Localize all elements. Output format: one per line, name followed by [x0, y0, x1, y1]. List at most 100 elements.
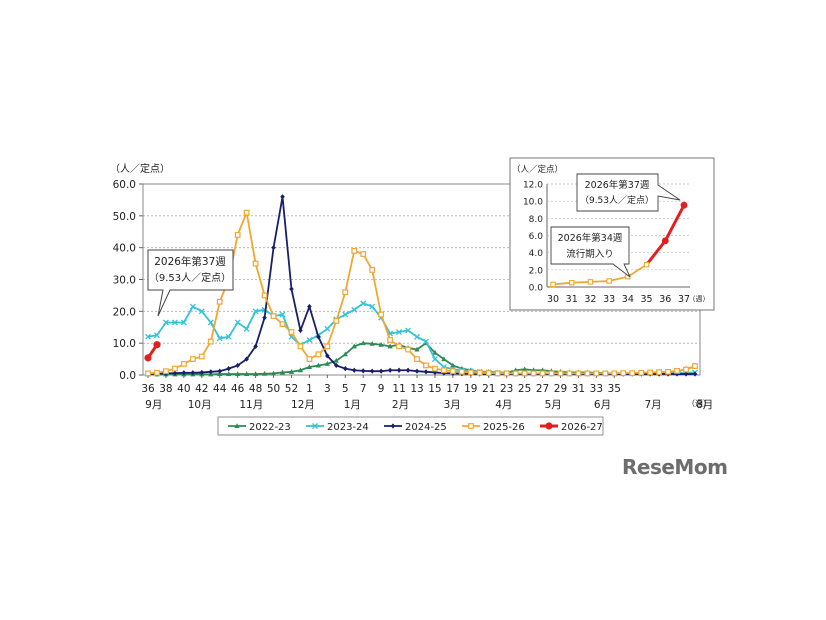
data-point	[521, 370, 528, 377]
data-point	[485, 370, 492, 376]
data-point	[244, 356, 249, 362]
data-point	[298, 327, 303, 334]
inset-data-point	[643, 261, 650, 268]
inset-x-tick-label: 36	[659, 294, 671, 305]
data-point	[172, 365, 178, 372]
data-point	[306, 356, 313, 362]
data-point	[369, 368, 375, 374]
data-point	[351, 343, 357, 349]
x-tick-label: 42	[195, 383, 208, 395]
month-label: 5月	[545, 399, 562, 411]
inset-data-point	[680, 201, 688, 209]
data-point	[431, 356, 438, 363]
data-point	[153, 341, 161, 349]
data-point	[369, 303, 376, 310]
data-point	[234, 423, 240, 428]
data-point	[271, 245, 276, 251]
x-tick-label: 44	[213, 383, 227, 395]
inset-y-tick-label: 0.0	[529, 284, 544, 294]
data-point	[602, 370, 609, 377]
data-point	[324, 325, 331, 332]
data-point	[325, 353, 330, 359]
data-point	[279, 321, 286, 327]
y-axis-label: （人／定点）	[110, 162, 170, 175]
data-point	[423, 338, 429, 345]
data-point	[342, 289, 349, 296]
x-tick-label: 19	[464, 383, 477, 395]
annotation-title: 2026年第37週	[585, 179, 650, 191]
data-point	[243, 209, 250, 216]
legend-label: 2024-25	[405, 422, 447, 433]
data-point	[593, 370, 600, 377]
data-point	[360, 251, 367, 257]
data-point	[342, 351, 348, 357]
legend-label: 2022-23	[249, 422, 291, 433]
data-point	[315, 362, 321, 368]
x-tick-label: 7	[360, 383, 367, 395]
data-point	[647, 369, 654, 376]
data-point	[307, 303, 312, 310]
data-point	[468, 423, 474, 429]
data-point	[351, 247, 358, 254]
x-tick-label: 38	[159, 383, 172, 395]
x-tick-label: 17	[446, 383, 459, 395]
data-point	[522, 366, 528, 372]
data-point	[396, 343, 402, 350]
inset-chart: 0.0 2.0 4.0 6.0 8.0 10.0 12.0 （人／定点） 30 31 32 33 34 3…	[509, 157, 715, 311]
inset-data-point	[587, 279, 594, 285]
inset-x-tick-label: 31	[566, 294, 578, 305]
inset-x-tick-label: 37	[678, 294, 690, 305]
series-2025-26	[145, 209, 698, 377]
x-tick-label: 33	[590, 383, 603, 395]
data-point	[360, 340, 366, 346]
data-point	[414, 346, 420, 352]
x-tick-label: 23	[500, 383, 513, 395]
month-label: 1月	[344, 399, 361, 411]
x-tick-label: 3	[324, 383, 331, 395]
data-point	[390, 423, 396, 429]
data-point	[189, 356, 196, 362]
series-2023-24	[145, 300, 698, 377]
x-tick-label: 9	[378, 383, 385, 395]
x-tick-label: 29	[554, 383, 567, 395]
data-point	[279, 311, 286, 318]
x-tick-label: 13	[410, 383, 423, 395]
data-point	[207, 319, 214, 326]
data-point	[315, 351, 322, 358]
data-point	[333, 317, 340, 324]
inset-y-tick-label: 2.0	[529, 266, 544, 276]
x-tick-label: 27	[536, 383, 549, 395]
annotation-sub: 流行期入り	[566, 248, 614, 260]
callout-box	[147, 249, 234, 317]
data-point	[262, 315, 267, 321]
data-point	[476, 369, 483, 376]
legend-label: 2025-26	[483, 422, 525, 433]
data-point	[312, 423, 318, 429]
data-point	[378, 311, 385, 318]
annotation-sub: （9.53人／定点）	[149, 271, 231, 284]
data-point	[360, 368, 366, 374]
inset-x-tick-label: 35	[641, 294, 653, 305]
data-point	[163, 368, 169, 375]
data-point	[414, 356, 420, 362]
x-tick-label: 21	[482, 383, 495, 395]
data-point	[414, 333, 420, 340]
legend: 2022-23 2023-24 2024-25 2025-26 2026-27	[217, 416, 604, 436]
data-point	[306, 364, 313, 370]
inset-data-point	[606, 278, 612, 284]
data-point	[208, 369, 214, 375]
inset-data-point	[550, 281, 556, 288]
month-label: 4月	[495, 399, 512, 411]
y-tick-label: 0.0	[119, 370, 136, 382]
data-point	[207, 338, 214, 345]
data-point	[683, 371, 689, 377]
x-tick-label: 46	[231, 383, 245, 395]
data-point	[387, 343, 393, 349]
data-point	[261, 292, 268, 299]
data-point	[226, 366, 232, 372]
annotation-title: 2026年第34週	[558, 232, 623, 244]
series-2026-27	[144, 341, 161, 362]
inset-x-tick-label: 30	[547, 294, 559, 305]
data-point	[289, 286, 294, 292]
data-point	[253, 371, 259, 377]
